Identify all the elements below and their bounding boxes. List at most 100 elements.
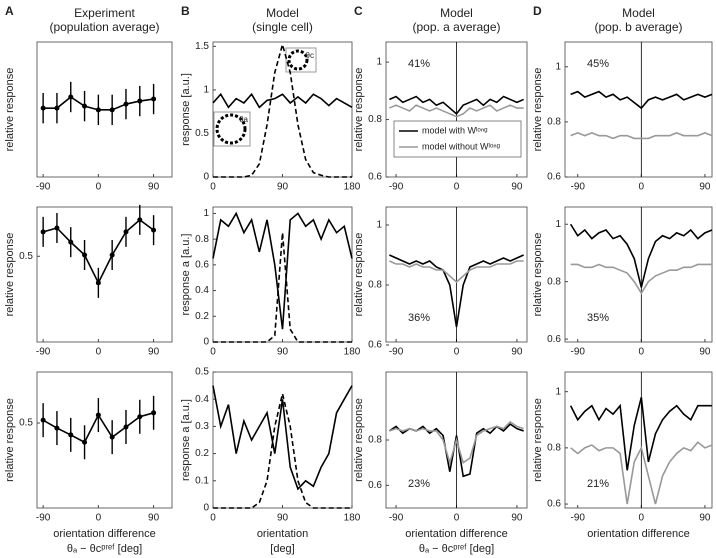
x-tick-label: 0	[639, 347, 645, 358]
x-tick-label: 0	[454, 513, 460, 524]
legend-box	[393, 120, 522, 158]
y-tick-label: 0.8	[368, 280, 382, 291]
x-tick-label: 0	[639, 513, 645, 524]
y-tick-label: 0.2	[195, 448, 209, 459]
y-tick-label: 0.8	[547, 117, 561, 128]
point	[40, 229, 46, 235]
x-tick-label: 180	[344, 182, 361, 193]
y-axis-label: relative response	[4, 233, 16, 317]
point	[82, 439, 88, 445]
inset-label: θa	[239, 115, 248, 124]
x-tick-label: 90	[148, 513, 160, 524]
plot-frame	[212, 41, 353, 178]
panel-title: (population average)	[49, 20, 159, 34]
panel-title: Model	[440, 6, 473, 20]
x-tick-label: -90	[36, 347, 51, 358]
point	[137, 98, 143, 104]
series-line	[570, 132, 713, 140]
x-axis-label: orientation difference	[53, 528, 156, 540]
plot-frame	[564, 206, 713, 343]
x-tick-label: 0	[639, 182, 645, 193]
x-tick-label: 90	[277, 513, 289, 524]
y-tick-label: 0.6	[368, 480, 382, 491]
legend-label: model without Wˡᵒⁿᵍ	[422, 141, 501, 151]
point	[68, 239, 74, 245]
series-line	[569, 223, 713, 288]
point	[40, 105, 46, 111]
x-tick-label: 0	[210, 182, 216, 193]
point	[82, 103, 88, 109]
series-line	[213, 393, 352, 509]
y-tick-label: 0.8	[547, 443, 561, 454]
y-tick-label: 0.3	[195, 421, 209, 432]
series-line	[389, 260, 524, 284]
x-tick-label: 0	[210, 347, 216, 358]
y-axis-label: relative response	[353, 398, 365, 482]
y-tick-label: 1	[555, 61, 561, 72]
point	[68, 432, 74, 438]
x-tick-label: -90	[389, 513, 404, 524]
x-tick-label: 90	[699, 347, 711, 358]
panel-label: B	[181, 4, 190, 18]
y-tick-label: 0.5	[195, 128, 209, 139]
series-line	[569, 397, 712, 471]
y-tick-label: 0.6	[547, 334, 561, 345]
point	[95, 107, 101, 113]
y-axis-label: response a [a.u.]	[180, 399, 192, 481]
y-axis-label: relative response	[353, 233, 365, 317]
x-tick-label: 90	[511, 347, 523, 358]
panel-title: (pop. b average)	[594, 20, 682, 34]
annotation: 41%	[408, 58, 430, 70]
point	[151, 227, 157, 233]
series-line	[212, 385, 353, 491]
x-tick-label: 90	[511, 182, 523, 193]
y-tick-label: 0.2	[195, 311, 209, 322]
x-tick-label: 90	[699, 182, 711, 193]
plot-frame	[36, 41, 173, 178]
y-tick-label: 0.5	[195, 367, 209, 378]
point	[54, 225, 60, 231]
legend-label: model with Wˡᵒⁿᵍ	[422, 125, 488, 135]
x-tick-label: 90	[699, 513, 711, 524]
panel-title: Model	[622, 6, 655, 20]
y-axis-label: relative response	[4, 398, 16, 482]
y-tick-label: 0.4	[195, 285, 209, 296]
y-tick-label: 1	[203, 208, 209, 219]
y-tick-label: 0.5	[19, 251, 33, 262]
inset-grating	[287, 49, 309, 71]
y-axis-label: response [a.u.]	[180, 73, 192, 146]
series-line	[570, 441, 713, 505]
annotation: 45%	[587, 58, 609, 70]
panel-label: C	[354, 4, 363, 18]
y-tick-label: 1	[555, 386, 561, 397]
inset-label: θc	[306, 51, 314, 60]
y-axis-label: relative response	[532, 68, 544, 152]
point	[109, 434, 115, 440]
plot-frame	[36, 371, 173, 509]
x-tick-label: -90	[36, 513, 51, 524]
x-axis-label: θₐ − θcᵖʳᵉᶠ [deg]	[419, 543, 494, 555]
point	[151, 96, 157, 102]
point	[54, 105, 60, 111]
plot-frame	[564, 371, 713, 509]
x-tick-label: 180	[344, 513, 361, 524]
y-tick-label: 1	[376, 57, 382, 68]
point	[151, 410, 157, 416]
y-axis-label: relative response	[532, 398, 544, 482]
plot-frame	[36, 206, 173, 343]
annotation: 21%	[587, 478, 609, 490]
y-tick-label: 0.8	[368, 114, 382, 125]
series-line	[389, 95, 524, 115]
x-tick-label: -90	[36, 182, 51, 193]
y-tick-label: 0.6	[547, 172, 561, 183]
x-tick-label: -90	[389, 347, 404, 358]
point	[109, 107, 115, 113]
x-tick-label: 0	[454, 182, 460, 193]
point	[137, 414, 143, 420]
x-tick-label: -90	[570, 182, 585, 193]
y-tick-label: 0.8	[195, 234, 209, 245]
x-tick-label: 90	[511, 513, 523, 524]
point	[95, 412, 101, 418]
